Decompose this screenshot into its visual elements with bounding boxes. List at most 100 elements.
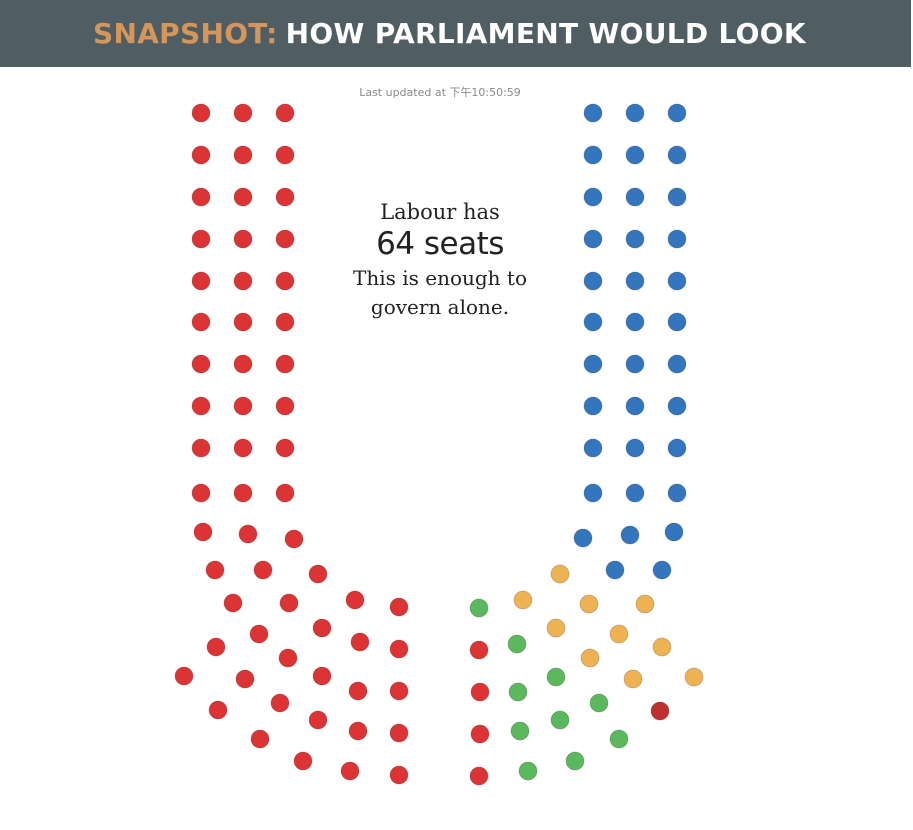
seat-dot: [284, 529, 304, 549]
seat-dot: [278, 648, 298, 668]
seat-dot: [546, 667, 566, 687]
seat-dot: [667, 145, 687, 165]
seat-dot: [233, 145, 253, 165]
seat-dot: [193, 522, 213, 542]
seat-dot: [605, 560, 625, 580]
seat-dot: [308, 710, 328, 730]
seat-dot: [583, 187, 603, 207]
seat-dot: [664, 522, 684, 542]
seat-dot: [550, 710, 570, 730]
seat-dot: [625, 103, 645, 123]
seat-dot: [208, 700, 228, 720]
seat-dot: [583, 438, 603, 458]
seat-dot: [191, 438, 211, 458]
seat-dot: [620, 525, 640, 545]
seat-dot: [625, 396, 645, 416]
seat-dot: [249, 624, 269, 644]
seat-dot: [389, 597, 409, 617]
seat-dot: [583, 229, 603, 249]
seat-dot: [625, 187, 645, 207]
seat-dot: [583, 483, 603, 503]
seat-dot: [275, 103, 295, 123]
seat-dot: [191, 103, 211, 123]
seat-dot: [191, 312, 211, 332]
seat-dot: [583, 396, 603, 416]
seat-dot: [667, 438, 687, 458]
seat-dot: [275, 271, 295, 291]
seat-dot: [250, 729, 270, 749]
seat-dot: [667, 103, 687, 123]
seat-dot: [546, 618, 566, 638]
seat-dot: [652, 637, 672, 657]
callout-party: Labour has: [380, 200, 500, 224]
seat-dot: [625, 483, 645, 503]
seat-dot: [389, 681, 409, 701]
seat-dot: [583, 312, 603, 332]
seat-dot: [667, 312, 687, 332]
seat-dot: [625, 354, 645, 374]
seat-dot: [191, 271, 211, 291]
seat-dot: [469, 640, 489, 660]
seat-dot: [233, 438, 253, 458]
seat-dot: [348, 681, 368, 701]
seat-dot: [191, 354, 211, 374]
seat-dot: [275, 312, 295, 332]
seat-dot: [275, 483, 295, 503]
header-title: SNAPSHOT: HOW PARLIAMENT WOULD LOOK: [93, 16, 806, 50]
seat-dot: [233, 483, 253, 503]
seat-dot: [583, 354, 603, 374]
seat-dot: [312, 666, 332, 686]
seat-dot: [667, 396, 687, 416]
seat-dot: [191, 229, 211, 249]
seat-dot: [609, 624, 629, 644]
header-kicker: SNAPSHOT:: [93, 16, 278, 50]
seat-dot: [583, 271, 603, 291]
seat-dot: [507, 634, 527, 654]
seat-dot: [253, 560, 273, 580]
seat-dot: [667, 354, 687, 374]
seat-dot: [625, 271, 645, 291]
seat-dot: [469, 766, 489, 786]
seat-dot: [233, 354, 253, 374]
seat-dot: [470, 682, 490, 702]
seat-dot: [609, 729, 629, 749]
seat-dot: [191, 396, 211, 416]
seat-dot: [340, 761, 360, 781]
seat-dot: [233, 103, 253, 123]
seat-dot: [238, 524, 258, 544]
seat-dot: [583, 103, 603, 123]
seat-dot: [275, 438, 295, 458]
seat-dot: [625, 145, 645, 165]
seat-dot: [279, 593, 299, 613]
seat-dot: [565, 751, 585, 771]
seat-dot: [191, 483, 211, 503]
seat-dot: [579, 594, 599, 614]
seat-dot: [345, 590, 365, 610]
seat-dot: [275, 145, 295, 165]
header-bar: SNAPSHOT: HOW PARLIAMENT WOULD LOOK: [0, 0, 911, 67]
seat-dot: [235, 669, 255, 689]
seat-dot: [583, 145, 603, 165]
seat-dot: [625, 312, 645, 332]
last-updated: Last updated at 下午10:50:59: [359, 86, 521, 99]
seat-dot: [389, 723, 409, 743]
seat-dot: [205, 560, 225, 580]
header-main-title: HOW PARLIAMENT WOULD LOOK: [285, 16, 806, 50]
seat-dot: [667, 483, 687, 503]
seat-dot: [625, 438, 645, 458]
seat-dot: [635, 594, 655, 614]
seat-dot: [191, 145, 211, 165]
seat-dot: [233, 312, 253, 332]
seat-dot: [470, 724, 490, 744]
seat-dot: [652, 560, 672, 580]
seat-dot: [667, 187, 687, 207]
seat-dot: [508, 682, 528, 702]
seat-dot: [550, 564, 570, 584]
seat-dot: [233, 396, 253, 416]
seat-dot: [650, 701, 670, 721]
seat-dot: [191, 187, 211, 207]
seat-dot: [513, 590, 533, 610]
seat-dot: [275, 229, 295, 249]
seat-callout: Labour has 64 seats This is enough to go…: [300, 200, 580, 322]
